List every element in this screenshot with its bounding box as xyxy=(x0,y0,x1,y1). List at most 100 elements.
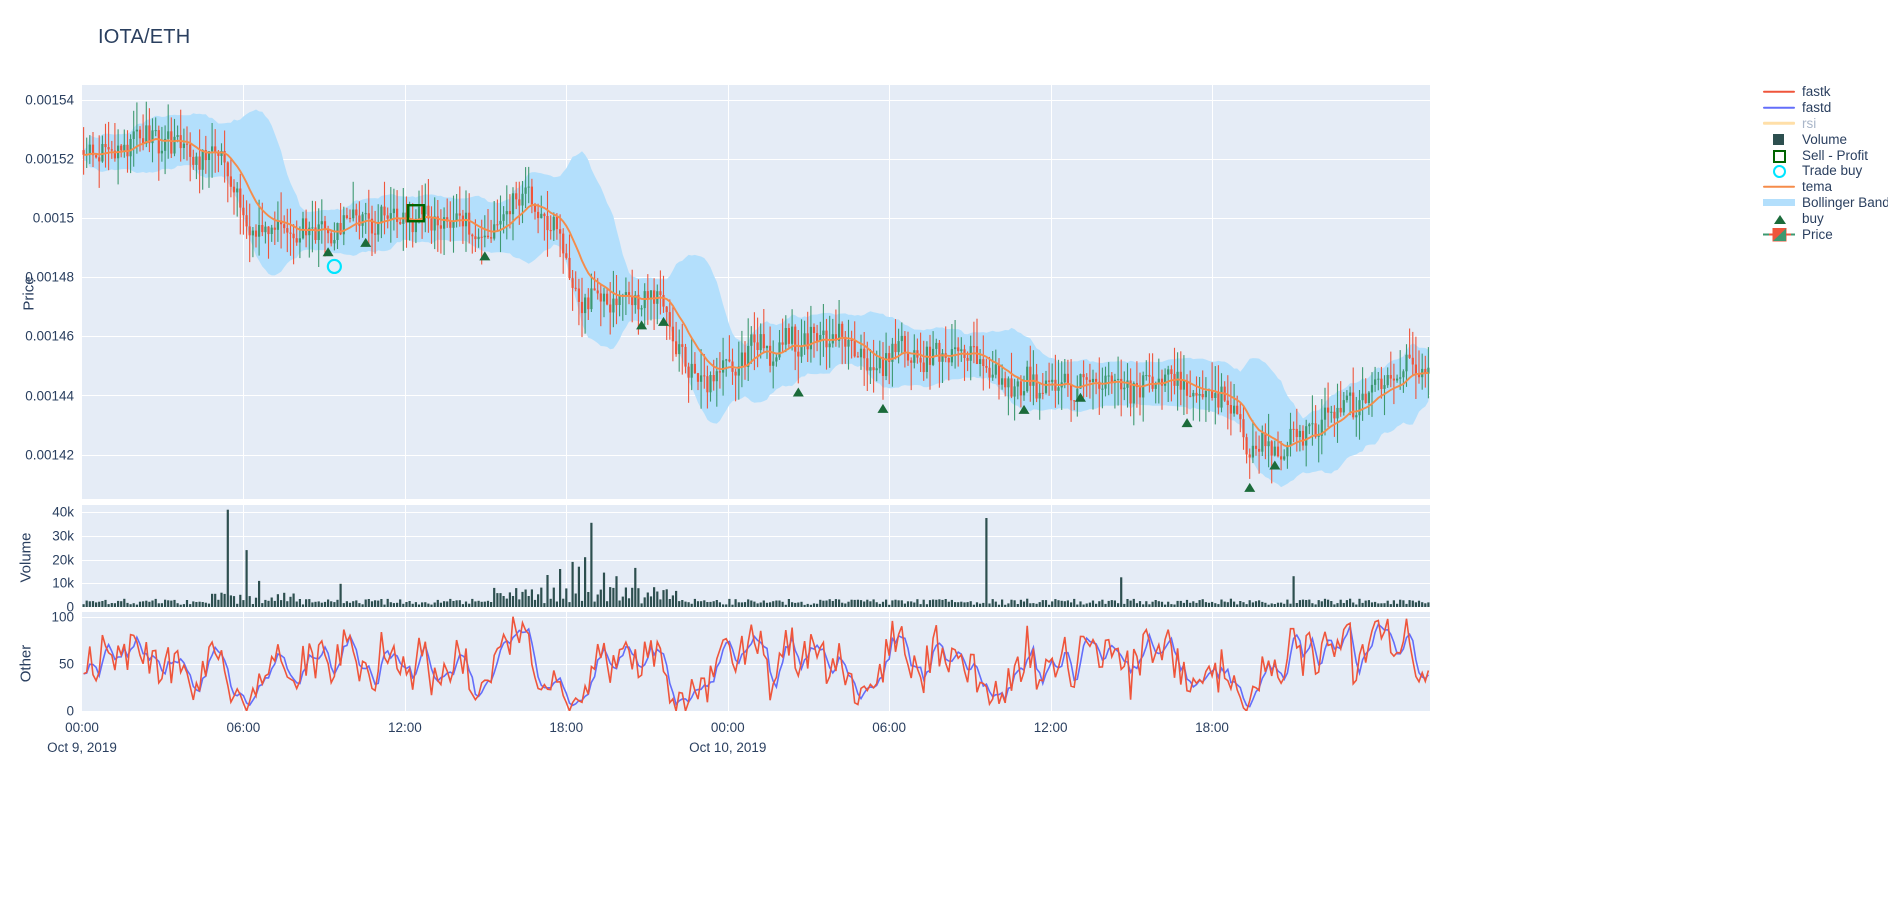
volume-bar xyxy=(872,599,875,607)
candle-body xyxy=(913,350,916,363)
legend-item-buy[interactable]: buy xyxy=(1762,210,1888,226)
candle-body xyxy=(1323,407,1327,420)
volume-bar xyxy=(938,599,941,607)
volume-bar xyxy=(1207,602,1211,607)
volume-bar xyxy=(549,598,552,607)
candle-body xyxy=(358,215,361,226)
x-tick-label: 00:00 xyxy=(710,720,745,735)
buy-marker[interactable] xyxy=(1074,392,1086,402)
buy-marker[interactable] xyxy=(479,251,491,261)
candle-body xyxy=(157,130,160,154)
y-tick-label: 40k xyxy=(52,504,74,520)
volume-bar xyxy=(1311,603,1314,607)
candle-body xyxy=(1132,383,1135,404)
buy-marker[interactable] xyxy=(1244,482,1256,492)
candle-body xyxy=(261,225,264,233)
legend[interactable]: fastk fastd rsi Volume Sell - Profit Trade bu… xyxy=(1762,84,1888,242)
buy-marker[interactable] xyxy=(877,403,889,413)
price-plot-panel[interactable] xyxy=(82,85,1430,499)
legend-item-fastk[interactable]: fastk xyxy=(1762,84,1888,100)
volume-bar xyxy=(132,603,135,607)
legend-item-label: rsi xyxy=(1802,115,1817,131)
volume-bar xyxy=(264,599,267,607)
volume-bar xyxy=(436,599,439,607)
candle-body xyxy=(1417,374,1421,378)
volume-bar xyxy=(427,603,430,607)
volume-bar xyxy=(377,600,380,607)
volume-bar xyxy=(866,599,869,607)
volume-bar xyxy=(1364,600,1367,607)
volume-bar xyxy=(881,601,885,607)
candle-body xyxy=(1070,384,1073,401)
candle-body xyxy=(1051,379,1054,382)
candle-body xyxy=(640,308,643,310)
volume-bar xyxy=(546,575,549,607)
volume-bar xyxy=(1164,604,1167,607)
candle-body xyxy=(1305,426,1308,446)
buy-marker[interactable] xyxy=(322,247,334,257)
buy-marker[interactable] xyxy=(636,320,648,330)
volume-bar xyxy=(765,602,769,607)
candle-body xyxy=(417,206,421,219)
legend-item-tema[interactable]: tema xyxy=(1762,179,1888,195)
legend-circle-open-icon xyxy=(1762,163,1796,179)
sell-profit-marker[interactable] xyxy=(406,204,426,223)
volume-bar xyxy=(1063,601,1066,607)
legend-item-rsi[interactable]: rsi xyxy=(1762,116,1888,132)
legend-item-label: Sell - Profit xyxy=(1802,147,1869,163)
volume-bar xyxy=(935,599,938,607)
candle-body xyxy=(1029,366,1032,386)
candle-body xyxy=(875,368,878,371)
volume-bar xyxy=(1082,604,1085,607)
buy-marker[interactable] xyxy=(1018,404,1030,414)
candle-body xyxy=(1151,376,1154,389)
candle-body xyxy=(1327,407,1330,413)
candle-body xyxy=(1160,378,1164,386)
candle-body xyxy=(214,146,217,153)
gridline xyxy=(243,505,244,607)
volume-bar xyxy=(612,587,615,607)
candle-body xyxy=(301,218,305,239)
volume-bar xyxy=(1113,600,1116,607)
legend-item-volume[interactable]: Volume xyxy=(1762,131,1888,147)
volume-bar xyxy=(1157,601,1160,607)
candle-body xyxy=(1129,380,1132,404)
legend-item-price[interactable]: Price xyxy=(1762,226,1888,242)
candle-body xyxy=(239,188,242,208)
candle-body xyxy=(486,235,490,238)
oscillator-series-layer xyxy=(83,616,1430,711)
candle-body xyxy=(1016,381,1019,387)
buy-marker[interactable] xyxy=(1269,460,1281,470)
legend-line-icon xyxy=(1762,116,1796,131)
candle-body xyxy=(530,186,533,205)
volume-bar xyxy=(95,602,98,607)
trade-buy-marker[interactable] xyxy=(326,258,342,275)
legend-item-trade-buy[interactable]: Trade buy xyxy=(1762,163,1888,179)
volume-bar xyxy=(791,602,794,607)
other-plot-panel[interactable] xyxy=(82,612,1430,711)
buy-marker[interactable] xyxy=(658,316,670,326)
volume-bar xyxy=(229,595,232,607)
gridline xyxy=(889,612,890,711)
volume-bar xyxy=(505,598,508,607)
candle-body xyxy=(533,204,537,212)
volume-bar xyxy=(458,600,461,607)
volume-bar xyxy=(734,599,737,607)
legend-item-fastd[interactable]: fastd xyxy=(1762,100,1888,116)
gridline xyxy=(566,612,567,711)
legend-item-sell-profit[interactable]: Sell - Profit xyxy=(1762,147,1888,163)
gridline xyxy=(405,612,406,711)
buy-marker[interactable] xyxy=(792,387,804,397)
buy-marker[interactable] xyxy=(360,237,372,247)
buy-marker[interactable] xyxy=(1181,418,1193,428)
volume-plot-panel[interactable] xyxy=(82,505,1430,607)
candle-body xyxy=(364,213,367,215)
candle-body xyxy=(1148,375,1151,377)
volume-bar xyxy=(342,603,345,607)
candle-body xyxy=(1239,414,1242,420)
volume-bar xyxy=(232,596,236,607)
volume-bar xyxy=(574,593,577,607)
legend-item-bollinger-band[interactable]: Bollinger Band xyxy=(1762,195,1888,211)
volume-bar xyxy=(1248,600,1251,607)
